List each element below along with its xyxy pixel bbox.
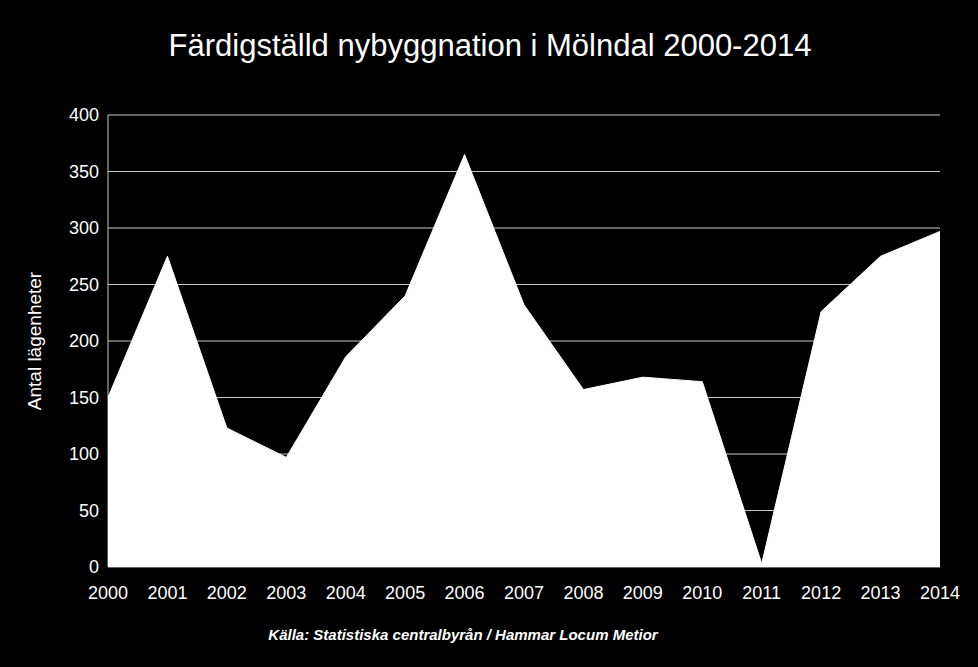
title: Färdigställd nybyggnation i Mölndal 2000…	[169, 28, 812, 63]
x-tick-label: 2003	[266, 583, 306, 603]
x-tick-label: 2002	[207, 583, 247, 603]
x-tick-label: 2010	[682, 583, 722, 603]
y-tick-label: 350	[69, 162, 99, 182]
grid-line	[108, 115, 940, 116]
y-tick-label: 150	[69, 388, 99, 408]
y-tick-label: 200	[69, 331, 99, 351]
x-tick-label: 2006	[445, 583, 485, 603]
grid-line	[108, 228, 940, 229]
x-tick-label: 2000	[88, 583, 128, 603]
plot-data	[108, 155, 940, 567]
area	[108, 155, 940, 567]
x-tick-label: 2007	[504, 583, 544, 603]
y-tick-label: 50	[79, 501, 99, 521]
y-tick-label: 100	[69, 444, 99, 464]
grid-line	[108, 171, 940, 172]
grid-line	[108, 284, 940, 285]
y-tick-label: 250	[69, 275, 99, 295]
x-tick-label: 2011	[742, 583, 781, 603]
x-tick-label: 2012	[801, 583, 841, 603]
y-axis-label: Antal lägenheter	[24, 271, 45, 410]
source: Källa: Statistiska centralbyrån / Hammar…	[268, 626, 658, 643]
x-tick-label: 2014	[920, 583, 960, 603]
x-tick-label: 2009	[623, 583, 663, 603]
y-tick-label: 400	[69, 105, 99, 125]
y-tick-label: 0	[89, 557, 99, 577]
y-tick-label: 300	[69, 218, 99, 238]
x-tick-label: 2001	[147, 583, 187, 603]
grid	[108, 115, 940, 567]
x-tick-label: 2008	[563, 583, 603, 603]
background	[0, 0, 978, 667]
x-tick-label: 2004	[326, 583, 366, 603]
x-tick-label: 2013	[861, 583, 901, 603]
x-tick-label: 2005	[385, 583, 425, 603]
chart: 0 50 100 150 200 250 300 350 400 2000 2001 2002 2003…	[0, 0, 978, 667]
